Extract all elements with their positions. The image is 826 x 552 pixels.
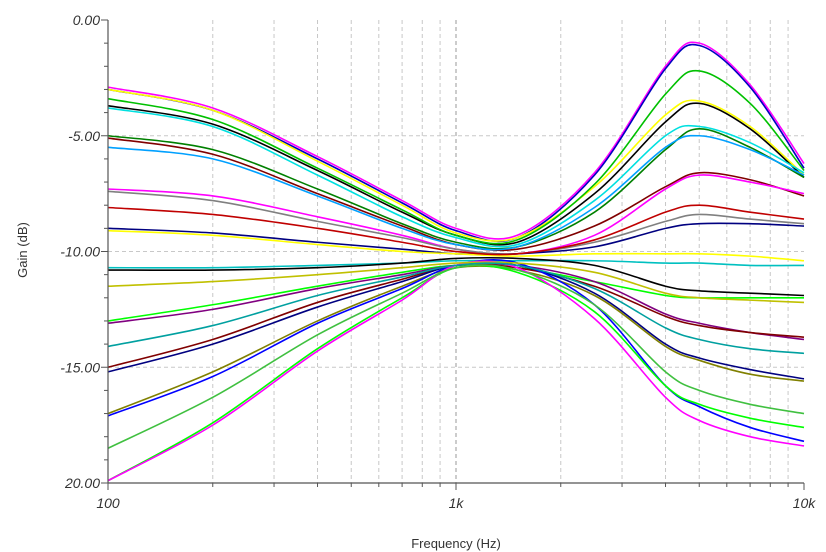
series-line [107,263,805,369]
series-line [107,137,805,252]
series-line [107,229,805,262]
series-lines [107,41,805,482]
x-tick-label: 100 [96,495,120,511]
y-tick-label: -5.00 [68,128,100,144]
series-line [107,102,805,246]
axes [101,19,805,490]
series-line [107,256,805,297]
x-tick-label: 10k [793,495,817,511]
series-line [107,264,805,449]
y-tick-label: 20.00 [64,475,100,491]
y-tick-label: -10.00 [60,244,100,260]
y-tick-label: -15.00 [60,359,100,375]
series-line [107,107,805,248]
y-tick-labels: 0.00 -5.00 -10.00 -15.00 20.00 [60,12,100,491]
x-axis-label: Frequency (Hz) [411,536,501,551]
series-line [107,264,805,482]
series-line [107,261,805,304]
series-line [107,41,805,240]
x-tick-label: 1k [449,495,465,511]
series-line [107,134,805,251]
y-axis-label: Gain (dB) [15,222,30,278]
series-line [107,204,805,256]
series-line [107,262,805,355]
y-tick-label: 0.00 [73,12,100,28]
series-line [107,88,805,242]
series-line [107,69,805,245]
x-tick-labels: 100 1k 10k [96,495,816,511]
